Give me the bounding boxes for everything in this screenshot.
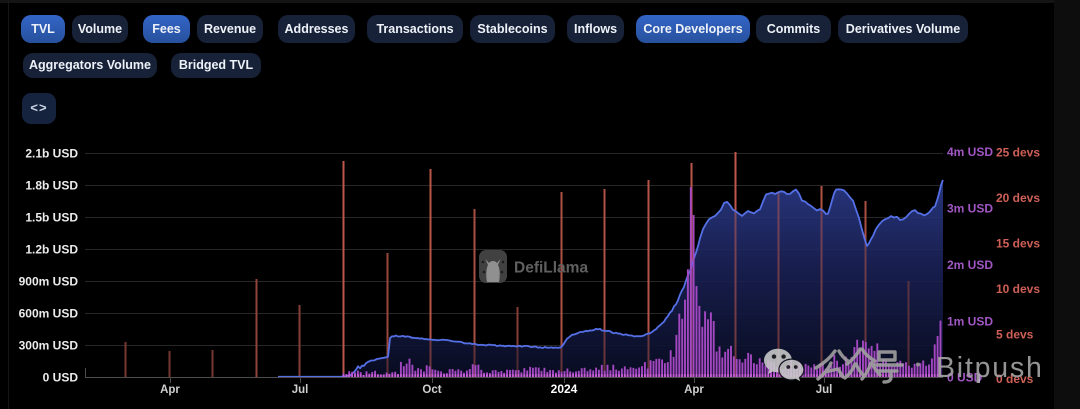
svg-text:Apr: Apr bbox=[684, 384, 704, 396]
svg-text:10 devs: 10 devs bbox=[996, 282, 1040, 296]
svg-text:Oct: Oct bbox=[422, 384, 441, 396]
svg-text:300m USD: 300m USD bbox=[19, 339, 79, 353]
svg-text:1.8b USD: 1.8b USD bbox=[25, 179, 78, 193]
svg-text:1.5b USD: 1.5b USD bbox=[25, 211, 78, 225]
svg-text:5 devs: 5 devs bbox=[996, 327, 1034, 341]
svg-text:DefiLlama: DefiLlama bbox=[514, 260, 588, 277]
svg-text:1.2b USD: 1.2b USD bbox=[25, 243, 78, 257]
svg-text:0 USD: 0 USD bbox=[947, 371, 983, 385]
svg-text:0 devs: 0 devs bbox=[996, 372, 1034, 386]
svg-text:3m USD: 3m USD bbox=[947, 202, 993, 216]
svg-text:Jul: Jul bbox=[816, 384, 833, 396]
svg-text:25 devs: 25 devs bbox=[996, 146, 1040, 160]
svg-text:900m USD: 900m USD bbox=[19, 275, 79, 289]
svg-text:15 devs: 15 devs bbox=[996, 237, 1040, 251]
svg-text:2024: 2024 bbox=[551, 382, 578, 396]
svg-text:600m USD: 600m USD bbox=[19, 307, 79, 321]
svg-text:Bitpush: Bitpush bbox=[936, 352, 1044, 384]
svg-text:2.1b USD: 2.1b USD bbox=[25, 147, 78, 161]
svg-text:2m USD: 2m USD bbox=[947, 258, 993, 272]
svg-text:Apr: Apr bbox=[160, 384, 180, 396]
svg-text:0 USD: 0 USD bbox=[43, 371, 79, 385]
svg-text:20 devs: 20 devs bbox=[996, 191, 1040, 205]
svg-text:Jul: Jul bbox=[292, 384, 309, 396]
svg-text:4m USD: 4m USD bbox=[947, 145, 993, 159]
svg-text:1m USD: 1m USD bbox=[947, 314, 993, 328]
